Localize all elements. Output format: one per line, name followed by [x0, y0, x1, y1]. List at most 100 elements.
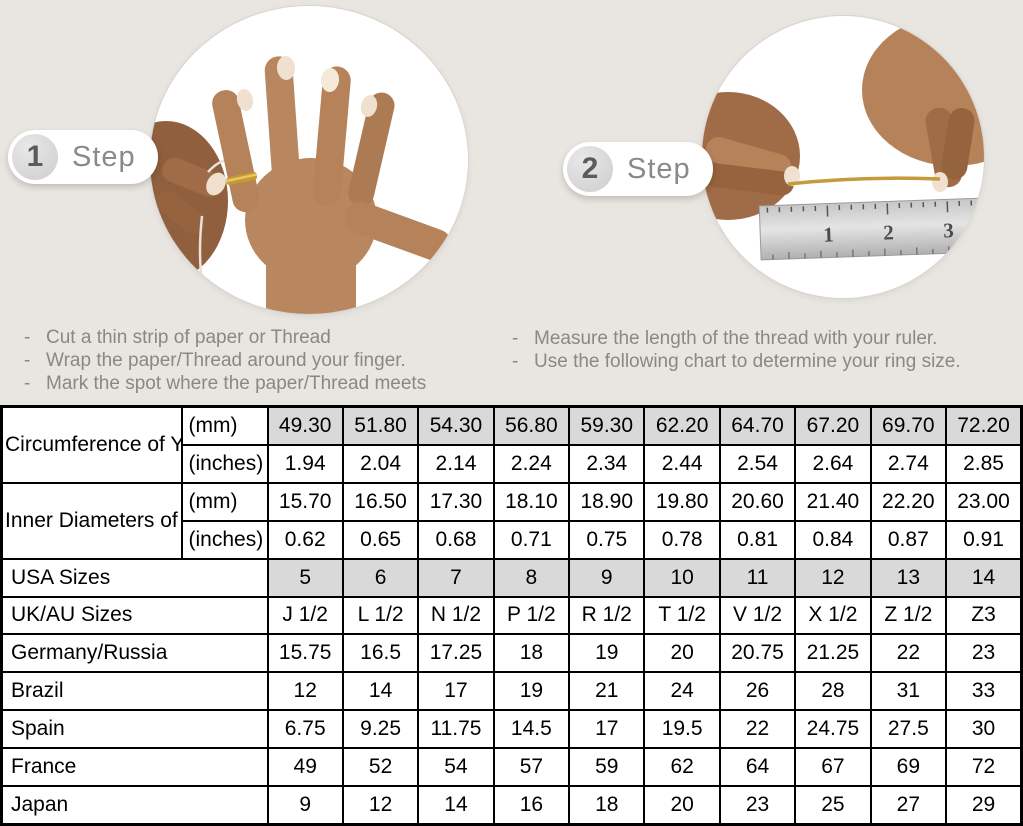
size-cell: 18 [568, 784, 646, 826]
table-row: Japan 9 12 14 16 18 20 23 25 27 29 [0, 784, 1023, 826]
size-cell: 14.5 [492, 709, 571, 749]
size-cell: 59 [568, 746, 646, 787]
size-cell: 2.34 [568, 444, 646, 484]
size-cell: 24.75 [794, 709, 872, 749]
size-cell: N 1/2 [417, 595, 495, 636]
unit-cell: (inches) [180, 444, 269, 484]
size-cell: 5 [266, 557, 344, 598]
size-cell: 8 [492, 557, 571, 598]
step2-badge: 2 Step [563, 142, 713, 196]
ring-icon [226, 171, 258, 186]
size-cell: 49 [266, 746, 344, 787]
size-cell: 0.84 [794, 519, 872, 560]
row-label: Circumference of Your Finger [0, 405, 183, 484]
size-cell: 28 [794, 671, 872, 712]
bullet-dash: - [24, 350, 31, 371]
step1-instructions: - Cut a thin strip of paper or Thread - … [20, 326, 500, 395]
size-cell: 2.85 [945, 444, 1023, 484]
size-cell: 24 [643, 671, 721, 712]
step2-number: 2 [567, 146, 613, 192]
size-cell: 31 [869, 671, 948, 712]
instruction-text: Use the following chart to determine you… [534, 351, 961, 372]
measuring-thread-illustration: 1 2 3 [702, 16, 984, 261]
table-row: Spain 6.75 9.25 11.75 14.5 17 19.5 22 24.75 27.5 3… [0, 709, 1023, 749]
size-cell: 22 [718, 709, 797, 749]
size-cell: 15.70 [266, 481, 344, 522]
size-cell: 30 [945, 709, 1023, 749]
size-cell: 16.50 [341, 481, 420, 522]
size-cell: 19 [568, 633, 646, 674]
instruction-line: - Cut a thin strip of paper or Thread [20, 326, 500, 349]
ring-size-table: Circumference of Your Finger(mm)49.3051.… [0, 405, 1023, 826]
size-cell: 49.30 [266, 405, 344, 447]
size-cell: 0.78 [643, 519, 721, 560]
unit-cell: (mm) [180, 405, 269, 447]
row-label: UK/AU Sizes [0, 595, 269, 636]
row-label: Germany/Russia [0, 633, 269, 674]
size-cell: 20.75 [718, 633, 797, 674]
bullet-dash: - [24, 373, 31, 394]
ruler-number-1: 1 [823, 222, 834, 246]
instruction-text: Measure the length of the thread with yo… [534, 328, 938, 349]
size-cell: 7 [417, 557, 495, 598]
size-cell: 14 [341, 671, 420, 712]
size-cell: 22 [869, 633, 948, 674]
size-cell: 20.60 [718, 481, 797, 522]
size-cell: 17 [568, 709, 646, 749]
size-cell: 25 [794, 784, 872, 826]
size-cell: 20 [643, 784, 721, 826]
size-cell: 9.25 [341, 709, 420, 749]
size-cell: 14 [945, 557, 1023, 598]
row-label: USA Sizes [0, 557, 269, 598]
size-cell: 0.91 [945, 519, 1023, 560]
row-label: France [0, 746, 269, 787]
size-cell: 19.80 [643, 481, 721, 522]
ruler-number-2: 2 [883, 220, 894, 244]
size-cell: 67.20 [794, 405, 872, 447]
size-cell: 13 [869, 557, 948, 598]
size-cell: R 1/2 [568, 595, 646, 636]
row-label: Inner Diameters of Rings [0, 481, 183, 560]
size-cell: 33 [945, 671, 1023, 712]
size-cell: 0.65 [341, 519, 420, 560]
size-cell: 62 [643, 746, 721, 787]
bullet-dash: - [24, 327, 31, 348]
size-cell: 67 [794, 746, 872, 787]
size-cell: 19.5 [643, 709, 721, 749]
size-cell: 18.90 [568, 481, 646, 522]
size-cell: Z3 [945, 595, 1023, 636]
size-cell: 16 [492, 784, 571, 826]
size-cell: 19 [492, 671, 571, 712]
bullet-dash: - [512, 351, 519, 372]
instruction-text: Mark the spot where the paper/Thread mee… [46, 373, 427, 394]
size-cell: 11.75 [417, 709, 495, 749]
size-cell: 2.24 [492, 444, 571, 484]
size-cell: 11 [718, 557, 797, 598]
instruction-line: - Use the following chart to determine y… [508, 350, 1018, 373]
size-cell: 23.00 [945, 481, 1023, 522]
table-row: Brazil 12 14 17 19 21 24 26 28 31 33 [0, 671, 1023, 712]
step1-number: 1 [12, 134, 58, 180]
size-cell: 15.75 [266, 633, 344, 674]
size-cell: 14 [417, 784, 495, 826]
size-cell: 64.70 [718, 405, 797, 447]
size-cell: 0.68 [417, 519, 495, 560]
size-cell: P 1/2 [492, 595, 571, 636]
size-cell: 18 [492, 633, 571, 674]
size-cell: 18.10 [492, 481, 571, 522]
size-cell: 6.75 [266, 709, 344, 749]
size-cell: 20 [643, 633, 721, 674]
table-row: UK/AU Sizes J 1/2 L 1/2 N 1/2 P 1/2 R 1/2 T 1/… [0, 595, 1023, 636]
size-cell: 23 [945, 633, 1023, 674]
row-label: Brazil [0, 671, 269, 712]
size-cell: 0.87 [869, 519, 948, 560]
size-cell: 16.5 [341, 633, 420, 674]
size-cell: 64 [718, 746, 797, 787]
table-row: Germany/Russia 15.75 16.5 17.25 18 19 20 20.75 2… [0, 633, 1023, 674]
size-cell: 22.20 [869, 481, 948, 522]
size-cell: 51.80 [341, 405, 420, 447]
size-cell: 56.80 [492, 405, 571, 447]
size-cell: 69 [869, 746, 948, 787]
helper-hand-icon [150, 121, 228, 281]
size-cell: 27.5 [869, 709, 948, 749]
